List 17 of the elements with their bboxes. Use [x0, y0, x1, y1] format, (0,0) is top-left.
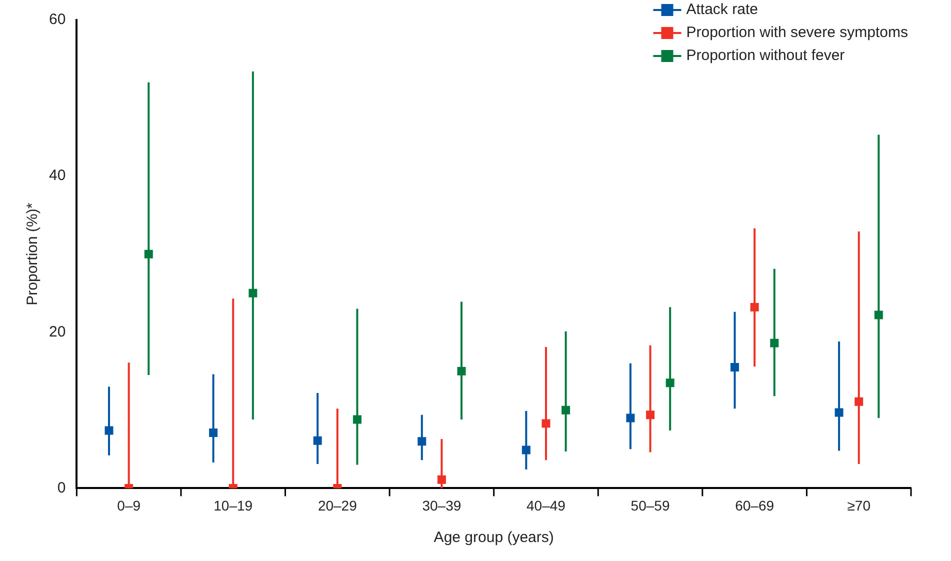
x-tick-label: 40–49: [526, 497, 566, 514]
legend-label: Proportion with severe symptoms: [686, 24, 908, 42]
legend-label: Attack rate: [686, 1, 758, 18]
x-tick-label: 60–69: [735, 497, 774, 514]
y-tick-label: 0: [57, 479, 66, 496]
x-tick-label: 0–9: [117, 497, 141, 514]
x-tick-label: 20–29: [318, 497, 358, 514]
x-axis-title: Age group (years): [434, 529, 554, 546]
y-tick-label: 20: [48, 323, 66, 340]
legend-label: Proportion without fever: [686, 47, 845, 64]
y-tick-label: 40: [48, 167, 66, 184]
y-tick-label: 60: [48, 11, 66, 28]
x-tick-label: 50–59: [630, 497, 670, 514]
x-tick-label: 10–19: [214, 497, 253, 514]
x-tick-label: ≥70: [847, 497, 871, 514]
x-tick-label: 30–39: [422, 497, 462, 514]
y-axis-title: Proportion (%)*: [24, 202, 42, 306]
